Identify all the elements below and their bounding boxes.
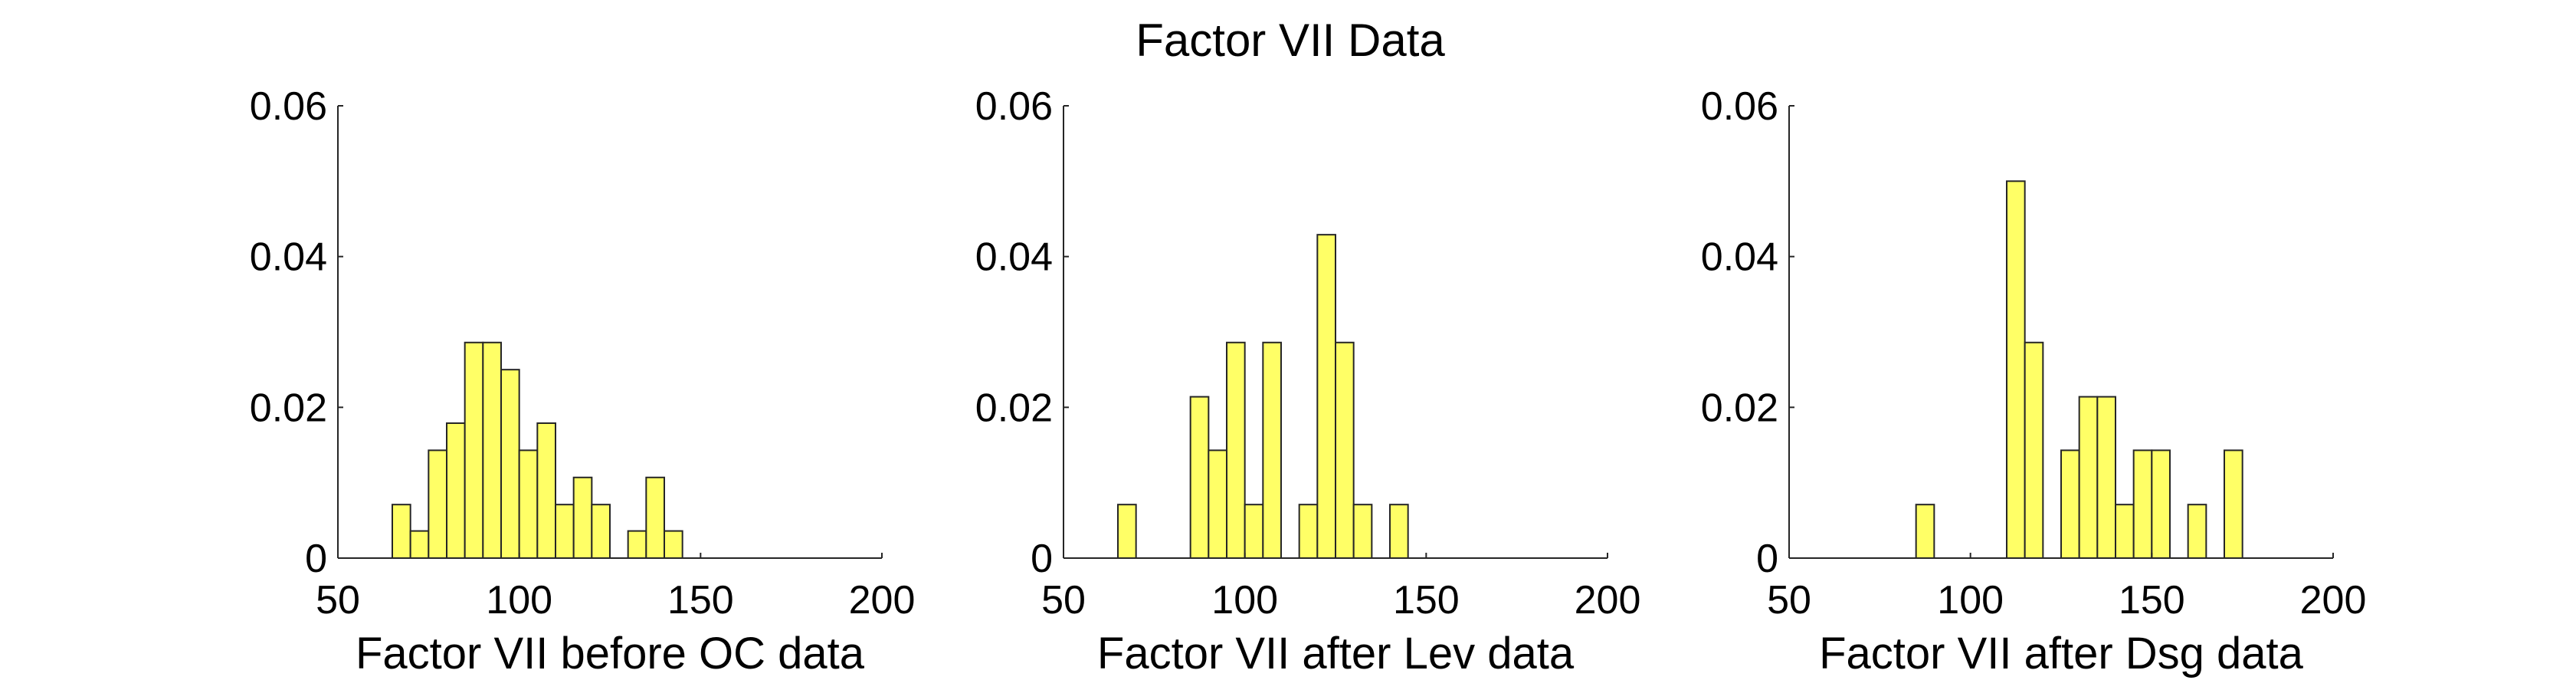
- x-tick-label: 150: [1393, 578, 1460, 623]
- histogram-bar: [2006, 180, 2026, 560]
- histogram-bar: [428, 449, 448, 559]
- histogram-bar: [392, 504, 411, 559]
- histogram-bar: [1335, 341, 1355, 559]
- x-tick-label: 150: [667, 578, 734, 623]
- histogram-bar: [2187, 504, 2207, 559]
- x-tick-label: 100: [1937, 578, 2004, 623]
- y-tick-label: 0.02: [975, 386, 1053, 430]
- figure-title: Factor VII Data: [1136, 15, 1445, 66]
- y-tick-label: 0.02: [250, 386, 327, 430]
- histogram-bar: [627, 530, 647, 559]
- x-tick-label: 100: [1211, 578, 1278, 623]
- histogram-bar: [500, 369, 520, 560]
- x-axis-label: Factor VII before OC data: [356, 629, 865, 678]
- x-tick-label: 100: [486, 578, 552, 623]
- histogram-bar: [555, 504, 575, 559]
- histogram-bar: [2132, 449, 2153, 559]
- x-tick-label: 150: [2119, 578, 2185, 623]
- x-axis-label: Factor VII after Lev data: [1097, 629, 1575, 678]
- y-tick-label: 0.04: [1701, 235, 1778, 280]
- histogram-bar: [1389, 504, 1409, 559]
- histogram-bar: [572, 476, 593, 560]
- x-tick-label: 50: [1041, 578, 1086, 623]
- histogram-bar: [1298, 504, 1319, 559]
- histogram-bar: [1244, 504, 1264, 559]
- histogram-bar: [2224, 449, 2243, 559]
- histogram-panel-1: 0 0.02 0.04 0.06 50 100 150 200 Factor VII befor…: [250, 84, 916, 678]
- histogram-panel-3: 0 0.02 0.04 0.06 50 100 150 200 Factor VII after…: [1701, 84, 2367, 678]
- histogram-bar: [1208, 449, 1227, 559]
- histogram-bar: [591, 504, 611, 559]
- histogram-bar: [446, 422, 466, 559]
- chart-panels: 0 0.02 0.04 0.06 50 100 150 200 Factor VII befor…: [250, 84, 2367, 678]
- histogram-bar: [645, 476, 666, 560]
- histogram-bar: [1915, 504, 1935, 559]
- y-tick-label: 0: [1031, 537, 1053, 581]
- y-tick-label: 0.06: [1701, 84, 1778, 129]
- y-tick-label: 0.06: [975, 84, 1053, 129]
- histogram-bar: [1226, 341, 1246, 559]
- histogram-bar: [2024, 341, 2044, 559]
- histogram-bar: [1352, 504, 1373, 559]
- histogram-bar: [2096, 396, 2117, 559]
- histogram-bar: [409, 530, 430, 559]
- histogram-bar: [1117, 504, 1137, 559]
- x-tick-label: 200: [2300, 578, 2367, 623]
- histogram-bar: [1189, 396, 1210, 559]
- x-tick-label: 200: [849, 578, 916, 623]
- x-axis-label: Factor VII after Dsg data: [1819, 629, 2304, 678]
- histogram-bar: [518, 449, 539, 559]
- histogram-bar: [464, 341, 484, 559]
- y-tick-label: 0: [305, 537, 327, 581]
- histogram-bar: [2060, 449, 2080, 559]
- y-tick-label: 0.06: [250, 84, 327, 129]
- histogram-bar: [2151, 449, 2171, 559]
- histogram-bar: [1316, 234, 1336, 559]
- y-tick-label: 0.02: [1701, 386, 1778, 430]
- histogram-bar: [536, 422, 557, 559]
- x-tick-label: 200: [1575, 578, 1641, 623]
- histogram-bar: [664, 530, 683, 559]
- histogram-bar: [482, 341, 503, 559]
- histogram-bar: [2078, 396, 2099, 559]
- x-tick-label: 50: [1767, 578, 1811, 623]
- y-tick-label: 0.04: [975, 235, 1053, 280]
- histogram-bar: [1262, 341, 1282, 559]
- x-tick-label: 50: [316, 578, 360, 623]
- y-tick-label: 0.04: [250, 235, 327, 280]
- histogram-bar: [2115, 504, 2135, 559]
- y-tick-label: 0: [1756, 537, 1778, 581]
